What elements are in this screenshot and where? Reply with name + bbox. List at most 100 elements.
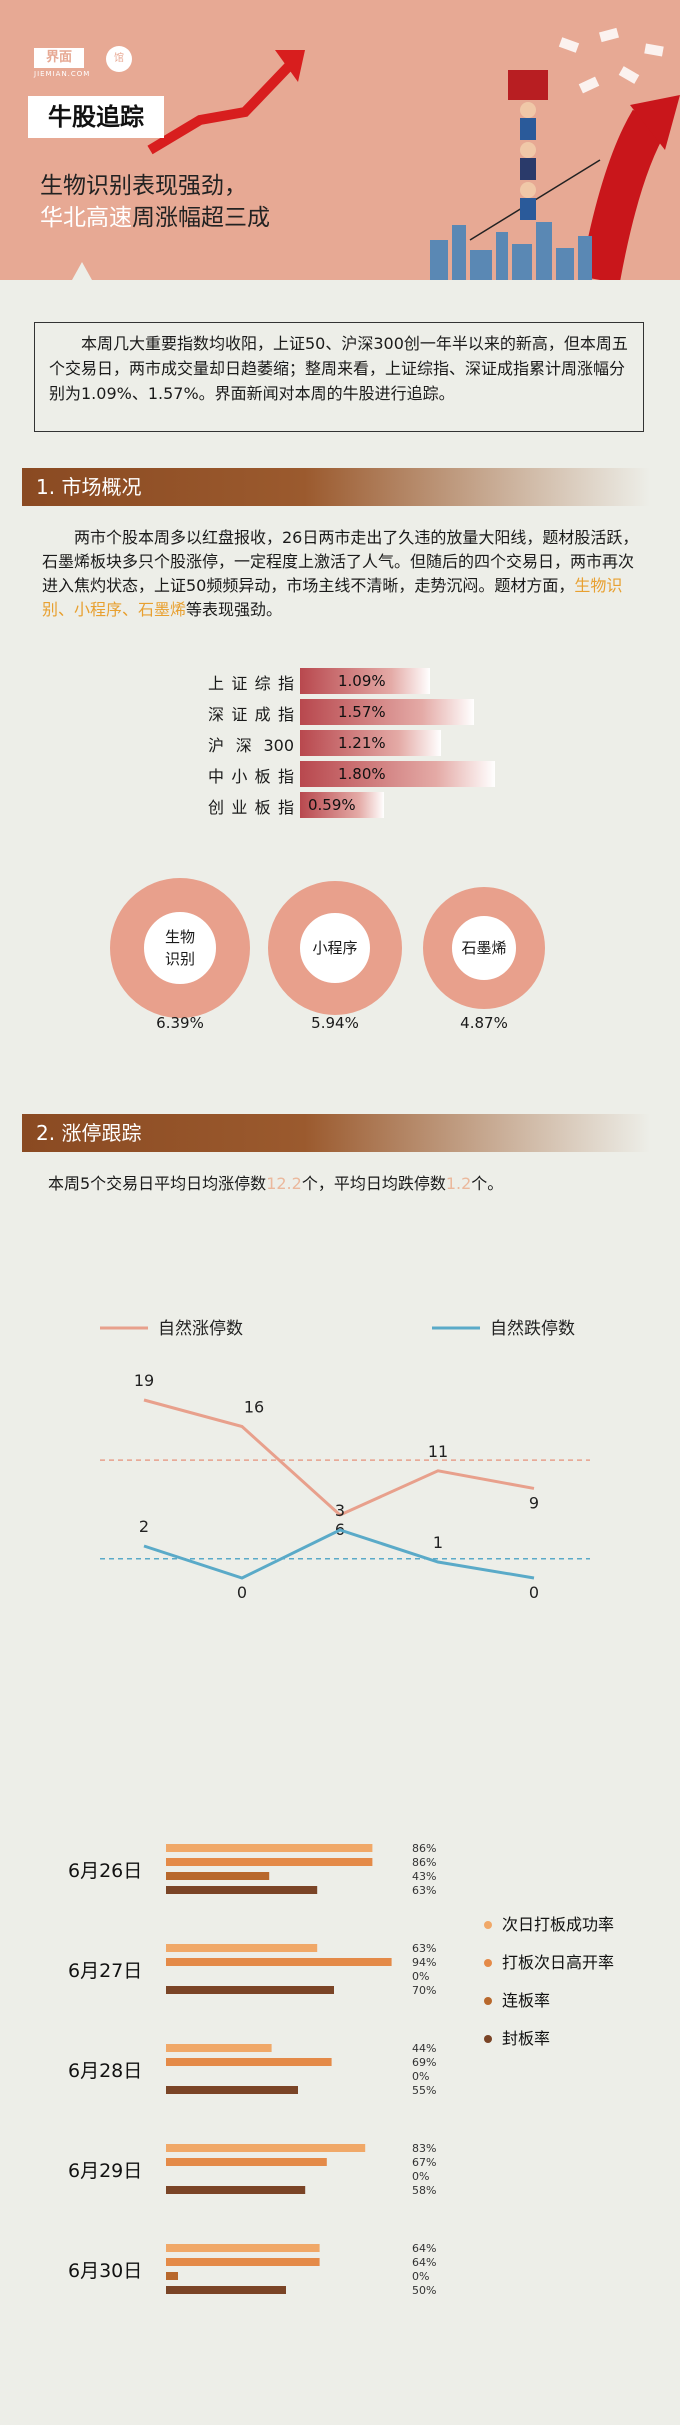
- rate-bar: [166, 1872, 270, 1880]
- rate-value: 0%: [412, 2070, 429, 2083]
- rate-value: 58%: [412, 2184, 436, 2197]
- index-value: 0.59%: [308, 796, 356, 814]
- legend-label: 自然跌停数: [490, 1319, 575, 1339]
- theme-value: 6.39%: [156, 1014, 204, 1032]
- banknotes-icon: [558, 27, 664, 94]
- rate-bar: [166, 2286, 286, 2294]
- summary-text-b: 个，平均日均跌停数: [301, 1174, 446, 1193]
- rate-bar: [166, 1844, 373, 1852]
- series-line: [143, 1528, 535, 1580]
- rate-bar: [166, 2186, 306, 2194]
- rate-value: 69%: [412, 2056, 436, 2069]
- rate-value: 63%: [412, 1884, 436, 1897]
- legend-label: 次日打板成功率: [502, 1915, 614, 1934]
- arrow-head-icon: [275, 50, 305, 82]
- legend-dot: [484, 1959, 492, 1967]
- group-label: 6月28日: [68, 2060, 142, 2082]
- index-bar: [300, 730, 441, 756]
- badge-icon: 馆: [106, 46, 132, 72]
- limit-rate-bar-chart: 6月26日86%86%43%63%6月27日63%94%0%70%6月28日44…: [68, 1842, 614, 2297]
- rate-bar: [166, 2158, 327, 2166]
- rate-value: 86%: [412, 1856, 436, 1869]
- index-name: 深证成指: [208, 705, 294, 724]
- index-name: 中小板指: [208, 767, 294, 786]
- rate-bar: [166, 2144, 366, 2152]
- data-label: 19: [134, 1371, 154, 1390]
- rate-value: 70%: [412, 1984, 436, 1997]
- data-label: 0: [237, 1583, 247, 1602]
- group-label: 6月26日: [68, 1860, 142, 1882]
- series-line: [143, 1398, 535, 1517]
- index-bar: [300, 761, 495, 787]
- data-label: 11: [428, 1442, 448, 1461]
- rate-bar: [166, 2086, 298, 2094]
- rate-value: 44%: [412, 2042, 436, 2055]
- subtitle-rest: 周涨幅超三成: [132, 205, 270, 231]
- group-label: 6月27日: [68, 1960, 142, 1982]
- rate-bar: [166, 1858, 373, 1866]
- index-value: 1.57%: [338, 703, 386, 721]
- header-notch: [72, 262, 92, 280]
- index-name: 创业板指: [208, 798, 294, 817]
- rate-bar: [166, 1986, 334, 1994]
- limit-line-chart: 自然涨停数自然跌停数19166119203106月26日6月27日6月28日6月…: [100, 1319, 590, 1602]
- rate-bar: [166, 1886, 318, 1894]
- big-curve-icon: [580, 109, 668, 280]
- rate-value: 64%: [412, 2242, 436, 2255]
- summary-value-up: 12.2: [266, 1174, 302, 1193]
- intro-paragraph: 本周几大重要指数均收阳，上证50、沪深300创一年半以来的新高，但本周五个交易日…: [34, 322, 644, 432]
- rate-value: 86%: [412, 1842, 436, 1855]
- section-2-header: 2. 涨停跟踪: [22, 1114, 650, 1152]
- subtitle-line2: 华北高速周涨幅超三成: [40, 198, 270, 232]
- acrobats-icon: [508, 70, 548, 220]
- theme-name: 生物 识别: [164, 928, 195, 968]
- legend-label: 连板率: [502, 1991, 550, 2010]
- legend-label: 封板率: [502, 2029, 550, 2048]
- index-bar: [300, 668, 430, 694]
- data-label: 1: [433, 1533, 443, 1552]
- index-name: 上证综指: [208, 674, 294, 693]
- group-label: 6月29日: [68, 2160, 142, 2182]
- data-label: 0: [529, 1583, 539, 1602]
- section-1-header: 1. 市场概况: [22, 468, 650, 506]
- index-value: 1.21%: [338, 734, 386, 752]
- para-text-b: 等表现强劲。: [186, 600, 283, 619]
- rate-value: 43%: [412, 1870, 436, 1883]
- page-title: 牛股追踪: [28, 96, 164, 138]
- rate-value: 0%: [412, 2270, 429, 2283]
- rising-arrow-icon: [147, 61, 294, 155]
- group-label: 6月30日: [68, 2260, 142, 2282]
- subtitle-line1: 生物识别表现强劲，: [40, 173, 247, 199]
- rate-value: 64%: [412, 2256, 436, 2269]
- para-highlight: 生物识别、小程序、石墨烯: [42, 576, 623, 619]
- rate-value: 50%: [412, 2284, 436, 2297]
- index-bar: [300, 699, 474, 725]
- para-text-a: 两市个股本周多以红盘报收，26日两市走出了久违的放量大阳线，题材股活跃，石墨烯板…: [42, 528, 639, 595]
- rate-bar: [166, 2272, 178, 2280]
- rate-bar: [166, 2058, 332, 2066]
- rate-value: 0%: [412, 2170, 429, 2183]
- summary-text-c: 个。: [471, 1174, 504, 1193]
- data-label: 2: [139, 1517, 149, 1536]
- legend-dot: [484, 2035, 492, 2043]
- summary-text-a: 本周5个交易日平均日均涨停数: [48, 1174, 267, 1193]
- legend-label: 打板次日高开率: [502, 1953, 614, 1972]
- theme-name: 石墨烯: [461, 939, 507, 957]
- rate-bar: [166, 2044, 272, 2052]
- data-label: 3: [335, 1501, 345, 1520]
- rate-value: 67%: [412, 2156, 436, 2169]
- theme-name: 小程序: [312, 939, 358, 957]
- jiemian-logo: 界面: [34, 48, 84, 68]
- rate-value: 0%: [412, 1970, 429, 1983]
- rate-value: 55%: [412, 2084, 436, 2097]
- legend-label: 自然涨停数: [158, 1319, 243, 1339]
- summary-value-down: 1.2: [445, 1174, 472, 1193]
- index-bar: [300, 792, 384, 818]
- data-label: 16: [244, 1398, 264, 1417]
- rate-value: 94%: [412, 1956, 436, 1969]
- subtitle-highlight: 华北高速: [40, 205, 132, 231]
- city-skyline-icon: [430, 222, 592, 280]
- data-label: 9: [529, 1493, 539, 1512]
- theme-value: 4.87%: [460, 1014, 508, 1032]
- rate-bar: [166, 2258, 320, 2266]
